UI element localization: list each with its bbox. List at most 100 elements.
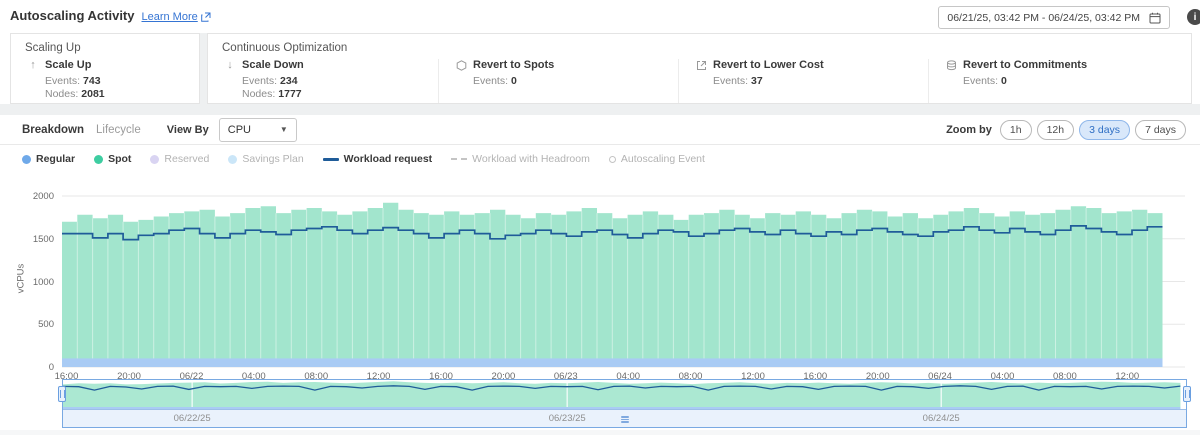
y-axis-label: 0 (48, 362, 54, 373)
legend-dot-icon (22, 154, 31, 164)
chart-navigator[interactable]: 06/22/25 06/23/25 06/24/25 (58, 379, 1191, 428)
learn-more-link[interactable]: Learn More (141, 11, 211, 23)
legend-dot-icon (94, 154, 104, 164)
metric-value: 743 (83, 75, 101, 87)
x-axis-label: 04:00 (616, 371, 641, 382)
metric-row: Nodes: 1777 (242, 88, 302, 100)
stat-item-label: Scale Down (242, 59, 304, 71)
x-axis-label: 06/22 (179, 371, 204, 382)
scrollbar-grip-icon[interactable] (620, 416, 629, 424)
spots-icon (455, 59, 467, 71)
navigator-date-label: 06/23/25 (548, 413, 586, 424)
zoom-option-3-days[interactable]: 3 days (1079, 120, 1131, 140)
legend-item-workload-with-headroom[interactable]: Workload with Headroom (451, 153, 590, 165)
legend-item-autoscaling-event[interactable]: Autoscaling Event (608, 153, 705, 165)
zoom-by-label: Zoom by (946, 124, 992, 136)
legend-label: Regular (36, 153, 76, 165)
navigator-right-handle[interactable] (1183, 386, 1191, 402)
legend-line-icon (322, 157, 339, 161)
stat-item-label: Scale Up (45, 59, 92, 71)
stat-item-head: ↑ Scale Up (27, 59, 105, 71)
zoom-by-group: Zoom by 1h 12h 3 days 7 days (946, 120, 1186, 140)
metric-row: Events: 0 (963, 75, 1007, 87)
legend-label: Spot (108, 153, 132, 165)
calendar-icon[interactable] (1149, 12, 1161, 24)
navigator-svg (62, 380, 1181, 409)
metric-row: Events: 37 (713, 75, 763, 87)
zoom-option-1h[interactable]: 1h (999, 120, 1032, 140)
navigator-mini-chart (62, 380, 1186, 409)
bottom-strip (0, 430, 1200, 435)
external-link-icon (200, 12, 211, 22)
lower-cost-icon (695, 60, 707, 71)
view-by-select[interactable]: CPU ▼ (218, 117, 297, 142)
commitments-icon (945, 59, 957, 71)
legend-label: Reserved (164, 153, 210, 165)
x-axis-label: 08:00 (1053, 371, 1077, 382)
page-header: Autoscaling Activity Learn More (10, 8, 211, 23)
date-range-value: 06/21/25, 03:42 PM - 06/24/25, 03:42 PM (947, 11, 1140, 24)
stat-item-metrics: Events: 0 (473, 75, 678, 88)
arrow-up-icon: ↑ (30, 59, 36, 71)
legend-dot-icon (150, 154, 160, 164)
metric-row: Nodes: 2081 (45, 88, 105, 100)
x-axis-label: 12:00 (1115, 371, 1140, 382)
navigator-left-handle[interactable] (58, 386, 66, 402)
tab-breakdown[interactable]: Breakdown (22, 123, 84, 136)
stat-item-head: Revert to Lower Cost (695, 59, 928, 71)
section-divider (0, 104, 1200, 115)
metric-value: 0 (511, 75, 517, 87)
stat-item-label: Revert to Spots (473, 59, 555, 71)
zoom-option-12h[interactable]: 12h (1036, 120, 1075, 140)
stat-item-head: ↓ Scale Down (224, 59, 438, 71)
x-axis-label: 16:00 (429, 371, 453, 382)
stat-item-revert-to-commitments: Revert to Commitments Events: 0 (929, 59, 1189, 88)
tab-lifecycle[interactable]: Lifecycle (96, 123, 141, 136)
legend-item-savings-plan[interactable]: Savings Plan (228, 153, 304, 165)
metric-row: Events: 234 (242, 75, 298, 87)
stat-divider (928, 59, 929, 103)
navigator-scrollbar[interactable]: 06/22/25 06/23/25 06/24/25 (63, 409, 1186, 427)
stats-row: Scaling Up ↑ Scale Up Events: 743 Nodes: 2081… (10, 33, 1192, 104)
chart-legend: Regular Spot Reserved Savings Plan Workload … (22, 153, 705, 165)
continuous-optimization-title: Continuous Optimization (222, 42, 348, 54)
x-axis-label: 06/23 (553, 371, 578, 382)
navigator-date-label: 06/24/25 (922, 413, 960, 424)
y-axis-label: 1000 (32, 276, 54, 288)
page-title: Autoscaling Activity (10, 8, 135, 23)
metric-value: 1777 (278, 88, 302, 100)
stat-item-metrics: Events: 234 Nodes: 1777 (242, 75, 438, 101)
metric-value: 2081 (81, 88, 105, 100)
stat-divider (678, 59, 679, 103)
chart-plot-area (62, 195, 1185, 368)
view-by-label: View By (166, 123, 209, 136)
y-axis-label: 2000 (32, 191, 54, 202)
stat-divider (438, 59, 439, 103)
legend-ring-icon (608, 155, 616, 163)
y-axis-label: 500 (38, 319, 54, 331)
legend-dot-icon (228, 154, 238, 164)
date-range-input[interactable]: 06/21/25, 03:42 PM - 06/24/25, 03:42 PM (938, 6, 1170, 29)
scaling-up-card: Scaling Up ↑ Scale Up Events: 743 Nodes: 2081 (10, 33, 200, 104)
stat-item-revert-to-spots: Revert to Spots Events: 0 (439, 59, 678, 88)
legend-item-spot[interactable]: Spot (94, 153, 131, 165)
legend-item-workload-request[interactable]: Workload request (322, 153, 433, 165)
legend-item-regular[interactable]: Regular (22, 153, 75, 165)
legend-item-reserved[interactable]: Reserved (150, 153, 209, 165)
arrow-down-icon: ↓ (227, 59, 233, 71)
x-axis-label: 08:00 (304, 371, 329, 382)
x-axis-label: 12:00 (366, 371, 391, 382)
zoom-option-7-days[interactable]: 7 days (1135, 120, 1186, 140)
stat-item-revert-to-lower-cost: Revert to Lower Cost Events: 37 (679, 59, 928, 88)
stat-item-head: Revert to Commitments (945, 59, 1189, 71)
x-axis-labels: 16:00 20:00 06/22 04:00 08:00 12:00 16:00 20:00… (55, 371, 1185, 383)
stat-item-head: Revert to Spots (455, 59, 678, 71)
x-axis-label: 08:00 (678, 371, 703, 382)
info-icon[interactable]: i (1187, 9, 1200, 25)
metric-value: 234 (280, 75, 298, 87)
stat-item-scale-down: ↓ Scale Down Events: 234 Nodes: 1777 (208, 59, 438, 101)
legend-label: Workload request (343, 153, 433, 165)
legend-label: Autoscaling Event (620, 153, 705, 165)
x-axis-label: 20:00 (117, 371, 141, 382)
metric-value: 0 (1001, 75, 1007, 87)
